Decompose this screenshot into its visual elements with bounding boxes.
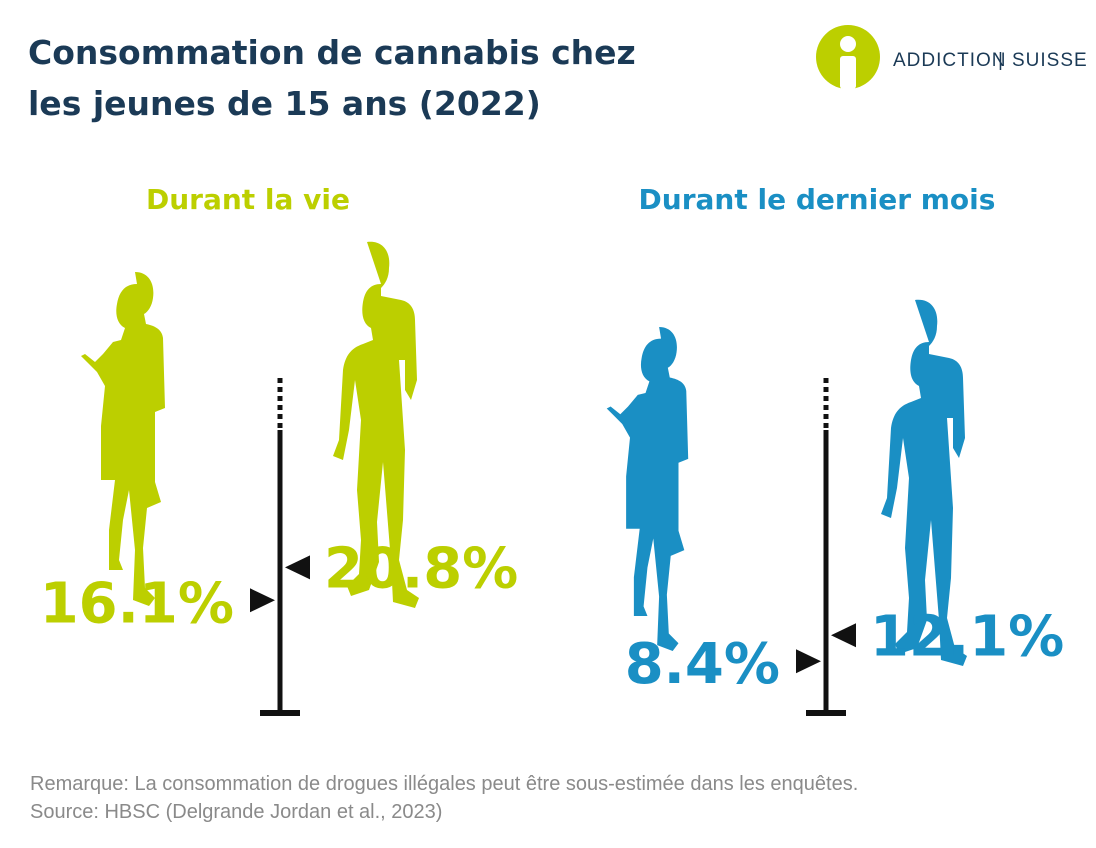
logo-dot — [840, 36, 856, 52]
logo-sep: | — [998, 50, 1004, 71]
value-label: 16.1% — [40, 571, 234, 636]
male-silhouette — [881, 299, 967, 666]
marker — [250, 588, 275, 613]
title-line: les jeunes de 15 ans (2022) — [28, 84, 541, 123]
value-label: 12.1% — [870, 604, 1064, 669]
value-label: 8.4% — [625, 632, 780, 697]
title-line: Consommation de cannabis chez — [28, 33, 636, 72]
marker — [831, 623, 856, 648]
male-silhouette — [333, 241, 419, 608]
value-label: 20.8% — [324, 536, 518, 601]
logo-text: ADDICTION — [893, 50, 1007, 71]
logo-text: SUISSE — [1012, 50, 1088, 71]
female-silhouette — [81, 272, 165, 606]
logo: ADDICTION | SUISSE — [816, 25, 1088, 89]
marker — [285, 555, 310, 580]
panel-title: Durant le dernier mois — [639, 183, 996, 216]
marker — [796, 649, 821, 674]
note: Remarque: La consommation de drogues ill… — [30, 773, 858, 795]
female-silhouette — [606, 327, 689, 651]
logo-stem — [840, 56, 856, 89]
note: Source: HBSC (Delgrande Jordan et al., 2… — [30, 801, 442, 823]
panel-title: Durant la vie — [146, 183, 350, 216]
